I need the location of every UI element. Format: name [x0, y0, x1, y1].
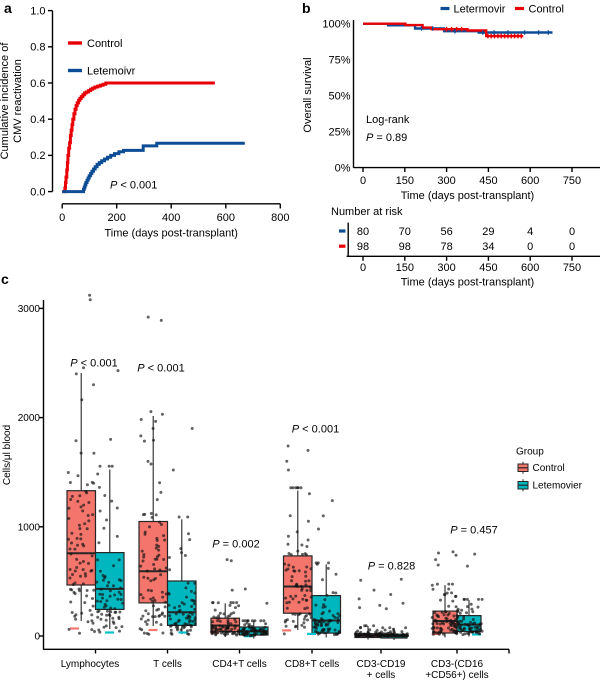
svg-text:0: 0 — [569, 241, 575, 253]
svg-text:78: 78 — [440, 241, 452, 253]
svg-text:98: 98 — [357, 241, 369, 253]
svg-text:Lymphocytes: Lymphocytes — [61, 659, 120, 670]
svg-text:0: 0 — [360, 262, 366, 274]
svg-text:0%: 0% — [335, 163, 351, 175]
svg-text:Control: Control — [533, 463, 565, 474]
svg-text:CD8+T cells: CD8+T cells — [285, 659, 340, 670]
svg-text:CD3-(CD16: CD3-(CD16 — [431, 659, 484, 670]
svg-text:25%: 25% — [328, 127, 350, 139]
svg-text:a: a — [4, 0, 12, 16]
svg-text:Time (days post-transplant): Time (days post-transplant) — [401, 190, 534, 202]
svg-text:0: 0 — [360, 175, 366, 187]
svg-text:75%: 75% — [328, 55, 350, 67]
svg-text:P < 0.001: P < 0.001 — [110, 180, 157, 192]
svg-text:P < 0.001: P < 0.001 — [70, 358, 117, 370]
svg-text:300: 300 — [437, 175, 455, 187]
svg-text:CMV reactivation: CMV reactivation — [12, 59, 24, 143]
svg-text:300: 300 — [437, 262, 455, 274]
svg-text:Group: Group — [516, 447, 544, 458]
svg-text:400: 400 — [162, 212, 180, 224]
svg-text:T cells: T cells — [153, 659, 182, 670]
svg-text:1000: 1000 — [18, 522, 41, 533]
svg-text:0: 0 — [527, 241, 533, 253]
svg-text:Number at risk: Number at risk — [331, 206, 403, 218]
svg-text:0.0: 0.0 — [30, 186, 45, 198]
svg-text:600: 600 — [521, 262, 539, 274]
svg-text:0.6: 0.6 — [30, 78, 45, 90]
svg-text:c: c — [1, 271, 9, 287]
svg-text:0.8: 0.8 — [30, 42, 45, 54]
svg-text:Letermovir: Letermovir — [454, 4, 506, 16]
svg-text:70: 70 — [399, 226, 411, 238]
svg-text:450: 450 — [479, 262, 497, 274]
svg-text:P < 0.001: P < 0.001 — [292, 424, 339, 436]
svg-text:150: 150 — [396, 262, 414, 274]
svg-text:600: 600 — [521, 175, 539, 187]
svg-text:200: 200 — [108, 212, 126, 224]
svg-text:1.0: 1.0 — [30, 5, 45, 17]
svg-text:P = 0.457: P = 0.457 — [450, 525, 497, 537]
svg-text:Control: Control — [529, 4, 564, 16]
svg-text:P = 0.828: P = 0.828 — [368, 561, 415, 573]
svg-text:Control: Control — [87, 38, 122, 50]
svg-text:Time (days post-transplant): Time (days post-transplant) — [104, 228, 237, 240]
svg-text:34: 34 — [482, 241, 494, 253]
svg-text:P < 0.001: P < 0.001 — [137, 363, 184, 375]
svg-text:29: 29 — [482, 226, 494, 238]
svg-text:Overall survival: Overall survival — [302, 57, 314, 132]
svg-text:CD3-CD19: CD3-CD19 — [357, 659, 406, 670]
svg-text:+CD56+) cells: +CD56+) cells — [425, 670, 488, 681]
svg-text:Letemoivr: Letemoivr — [87, 66, 136, 78]
svg-text:CD4+T cells: CD4+T cells — [212, 659, 267, 670]
svg-text:50%: 50% — [328, 91, 350, 103]
svg-text:P = 0.002: P = 0.002 — [212, 539, 259, 551]
svg-text:0: 0 — [59, 212, 65, 224]
svg-text:+ cells: + cells — [367, 670, 396, 681]
svg-text:P = 0.89: P = 0.89 — [366, 132, 407, 144]
svg-text:Time (days post-transplant): Time (days post-transplant) — [401, 277, 534, 289]
svg-text:80: 80 — [357, 226, 369, 238]
svg-text:0: 0 — [34, 632, 40, 643]
svg-text:0.4: 0.4 — [30, 114, 45, 126]
svg-text:750: 750 — [563, 175, 581, 187]
svg-text:2000: 2000 — [18, 413, 41, 424]
svg-text:Log-rank: Log-rank — [366, 114, 410, 126]
svg-text:3000: 3000 — [18, 304, 41, 315]
svg-text:98: 98 — [399, 241, 411, 253]
svg-text:150: 150 — [396, 175, 414, 187]
svg-text:0.2: 0.2 — [30, 150, 45, 162]
svg-text:56: 56 — [440, 226, 452, 238]
svg-text:Letemovier: Letemovier — [533, 481, 583, 492]
svg-text:600: 600 — [217, 212, 235, 224]
svg-text:450: 450 — [479, 175, 497, 187]
svg-text:4: 4 — [527, 226, 533, 238]
svg-text:750: 750 — [563, 262, 581, 274]
svg-text:Cumulative incidence of: Cumulative incidence of — [0, 42, 11, 160]
svg-text:800: 800 — [271, 212, 289, 224]
svg-text:b: b — [302, 0, 311, 16]
svg-text:Cells/μl blood: Cells/μl blood — [2, 425, 13, 485]
svg-text:100%: 100% — [322, 19, 350, 31]
svg-text:0: 0 — [569, 226, 575, 238]
